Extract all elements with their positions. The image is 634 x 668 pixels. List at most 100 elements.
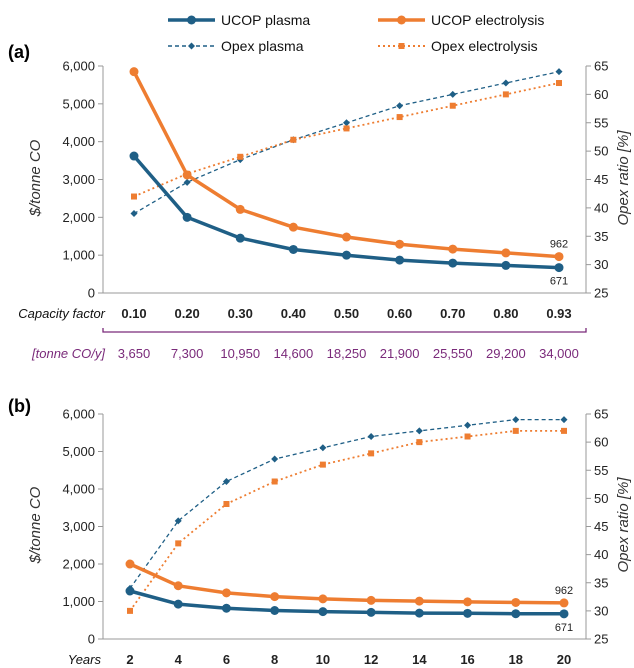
- left-tick-label: 6,000: [62, 407, 95, 422]
- x-tick-label: 0.10: [121, 306, 146, 321]
- legend-marker-opex-electrolysis: [398, 43, 405, 49]
- point-ucop-electrolysis: [501, 248, 511, 258]
- second-row-value: 3,650: [118, 346, 151, 361]
- point-ucop-electrolysis: [342, 232, 351, 242]
- point-ucop-electrolysis: [125, 559, 135, 569]
- point-ucop-plasma: [448, 258, 458, 268]
- point-opex-electrolysis: [290, 136, 297, 143]
- point-ucop-plasma: [125, 586, 135, 596]
- series-line-ucop-electrolysis: [129, 562, 565, 605]
- x-tick-label: 0.70: [440, 306, 465, 321]
- point-ucop-plasma: [182, 212, 192, 222]
- point-opex-electrolysis: [131, 193, 137, 200]
- series-line-opex-electrolysis: [133, 82, 560, 198]
- end-label-plasma: 671: [555, 622, 573, 634]
- x-tick-label: 12: [364, 652, 378, 667]
- x-tick-label: 18: [509, 652, 523, 667]
- left-tick-label: 6,000: [62, 59, 95, 74]
- point-opex-electrolysis: [561, 427, 567, 434]
- x-tick-label: 4: [175, 652, 183, 667]
- right-tick-label: 35: [594, 575, 608, 590]
- point-opex-plasma: [396, 102, 404, 110]
- right-tick-label: 55: [594, 115, 608, 130]
- x-tick-label: 0.20: [174, 306, 199, 321]
- left-tick-label: 1,000: [62, 594, 95, 609]
- x-row-label: Years: [68, 652, 102, 667]
- right-tick-label: 60: [594, 87, 608, 102]
- left-tick-label: 3,000: [62, 172, 95, 187]
- end-label-plasma: 671: [550, 276, 568, 288]
- point-opex-plasma: [319, 444, 327, 452]
- right-tick-label: 25: [594, 286, 608, 301]
- x-tick-label: 0.80: [493, 306, 518, 321]
- point-opex-plasma: [502, 79, 510, 87]
- legend-label-ucop-electrolysis: UCOP electrolysis: [431, 12, 544, 28]
- right-tick-label: 45: [594, 172, 608, 187]
- point-opex-plasma: [555, 68, 563, 76]
- point-ucop-plasma: [288, 244, 298, 254]
- point-opex-electrolysis: [237, 153, 244, 160]
- series-line-ucop-electrolysis: [132, 70, 560, 259]
- right-tick-label: 65: [594, 407, 608, 422]
- point-ucop-plasma: [511, 609, 521, 619]
- point-ucop-electrolysis: [366, 595, 376, 605]
- panel-label: (b): [8, 396, 31, 416]
- second-row-value: 21,900: [380, 346, 420, 361]
- point-ucop-plasma: [554, 263, 564, 273]
- point-opex-plasma: [130, 210, 138, 218]
- point-opex-plasma: [343, 119, 350, 127]
- right-tick-label: 55: [594, 463, 608, 478]
- right-tick-label: 35: [594, 229, 608, 244]
- point-ucop-plasma: [318, 607, 328, 617]
- point-ucop-electrolysis: [270, 592, 280, 602]
- point-opex-plasma: [415, 427, 423, 435]
- end-label-electrolysis: 962: [550, 239, 568, 251]
- left-tick-label: 2,000: [62, 210, 95, 225]
- legend-marker-ucop-electrolysis: [397, 15, 406, 25]
- point-ucop-plasma: [270, 606, 280, 615]
- point-ucop-electrolysis: [511, 597, 521, 607]
- point-opex-electrolysis: [449, 102, 456, 109]
- point-ucop-electrolysis: [221, 588, 231, 598]
- point-opex-electrolysis: [464, 433, 471, 440]
- x-tick-label: 8: [271, 652, 278, 667]
- legend: UCOP plasma UCOP electrolysis Opex plasma O…: [168, 12, 544, 54]
- second-row-value: 10,950: [220, 346, 260, 361]
- x-tick-label: 0.30: [228, 306, 253, 321]
- legend-label-opex-plasma: Opex plasma: [221, 38, 304, 54]
- legend-marker-ucop-plasma: [187, 15, 196, 25]
- point-opex-plasma: [449, 90, 457, 98]
- point-ucop-plasma: [366, 607, 376, 617]
- point-ucop-plasma: [414, 608, 424, 618]
- x-tick-label: 0.40: [281, 306, 306, 321]
- right-tick-label: 60: [594, 435, 608, 450]
- point-ucop-plasma: [463, 608, 473, 618]
- left-tick-label: 0: [88, 632, 95, 647]
- point-opex-electrolysis: [271, 478, 278, 485]
- point-opex-plasma: [174, 517, 182, 525]
- point-opex-plasma: [367, 433, 375, 440]
- point-opex-plasma: [271, 455, 279, 463]
- point-opex-plasma: [512, 416, 520, 424]
- legend-marker-opex-plasma: [188, 42, 195, 50]
- right-tick-label: 40: [594, 547, 608, 562]
- point-ucop-electrolysis: [288, 222, 298, 232]
- point-ucop-electrolysis: [182, 170, 192, 180]
- x-tick-label: 16: [460, 652, 474, 667]
- second-row-label: [tonne CO/y]: [31, 346, 105, 361]
- right-tick-label: 50: [594, 144, 608, 159]
- second-row-value: 7,300: [171, 346, 204, 361]
- point-ucop-electrolysis: [463, 597, 473, 607]
- point-opex-electrolysis: [319, 461, 326, 468]
- right-tick-label: 50: [594, 491, 608, 506]
- panel-label: (a): [8, 42, 30, 62]
- point-ucop-plasma: [395, 255, 405, 265]
- point-ucop-electrolysis: [173, 581, 183, 591]
- end-label-electrolysis: 962: [555, 585, 573, 597]
- series-line-opex-plasma: [133, 71, 560, 215]
- left-tick-label: 5,000: [62, 444, 95, 459]
- series-line-opex-plasma: [129, 418, 564, 589]
- second-row-value: 29,200: [486, 346, 526, 361]
- point-ucop-plasma: [173, 599, 183, 609]
